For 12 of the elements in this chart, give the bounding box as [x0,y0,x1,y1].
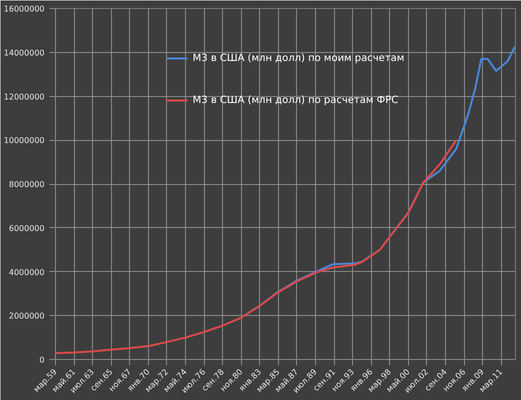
y-tick-label: 6000000 [8,224,45,233]
y-tick-label: 4000000 [8,268,45,277]
y-tick-label: 8000000 [8,180,45,189]
y-tick-label: 12000000 [4,92,44,102]
y-tick-label: 10000000 [4,136,44,146]
y-tick-label: 2000000 [8,312,45,321]
legend-label: M3 в США (млн долл) по расчетам ФРС [192,94,398,106]
line-series [56,139,458,354]
legend-label: M3 в США (млн долл) по моим расчетам [192,52,404,64]
y-tick-label: 0 [39,356,45,364]
y-tick-label: 14000000 [4,48,44,58]
y-tick-label: 16000000 [4,4,44,14]
